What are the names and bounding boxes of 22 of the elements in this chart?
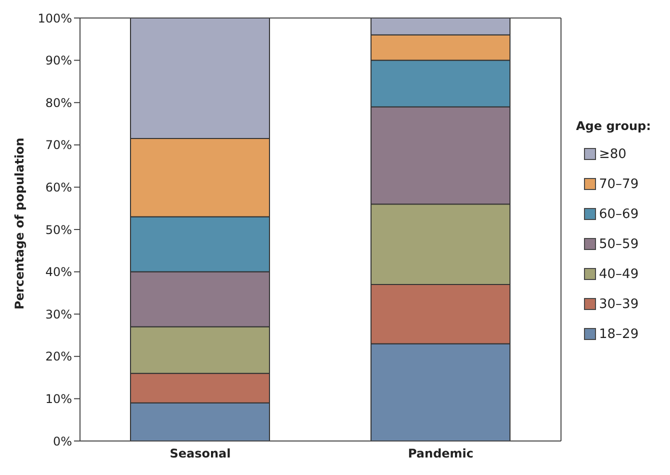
legend-label: 70–79 bbox=[599, 176, 639, 192]
x-tick-label: Pandemic bbox=[408, 446, 474, 461]
y-tick-label: 50% bbox=[45, 222, 72, 237]
legend-title: Age group: bbox=[576, 118, 652, 132]
y-tick-label: 100% bbox=[38, 11, 72, 26]
y-tick-label: 70% bbox=[45, 138, 72, 152]
y-tick-label: 10% bbox=[45, 392, 72, 406]
legend-label: 50–59 bbox=[599, 236, 639, 252]
y-tick-label: 0% bbox=[52, 434, 72, 448]
x-tick-label: Seasonal bbox=[170, 446, 231, 461]
y-tick-label: 60% bbox=[45, 180, 72, 194]
legend-label: 30–39 bbox=[599, 296, 639, 312]
y-tick-label: 20% bbox=[45, 350, 72, 364]
y-tick-label: 80% bbox=[45, 96, 72, 110]
legend-label: 18–29 bbox=[599, 326, 639, 342]
legend-label: 60–69 bbox=[599, 206, 639, 222]
legend-label: ≥80 bbox=[599, 146, 626, 162]
y-tick-label: 90% bbox=[45, 54, 72, 68]
legend-label: 40–49 bbox=[599, 266, 639, 282]
y-tick-label: 40% bbox=[45, 265, 72, 280]
y-tick-label: 30% bbox=[45, 307, 72, 322]
y-axis-title: Percentage of population bbox=[12, 138, 26, 310]
